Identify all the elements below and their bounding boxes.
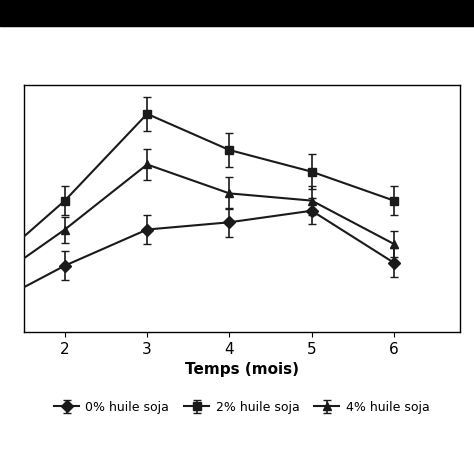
- Legend: 0% huile soja, 2% huile soja, 4% huile soja: 0% huile soja, 2% huile soja, 4% huile s…: [49, 396, 434, 419]
- X-axis label: Temps (mois): Temps (mois): [185, 362, 299, 377]
